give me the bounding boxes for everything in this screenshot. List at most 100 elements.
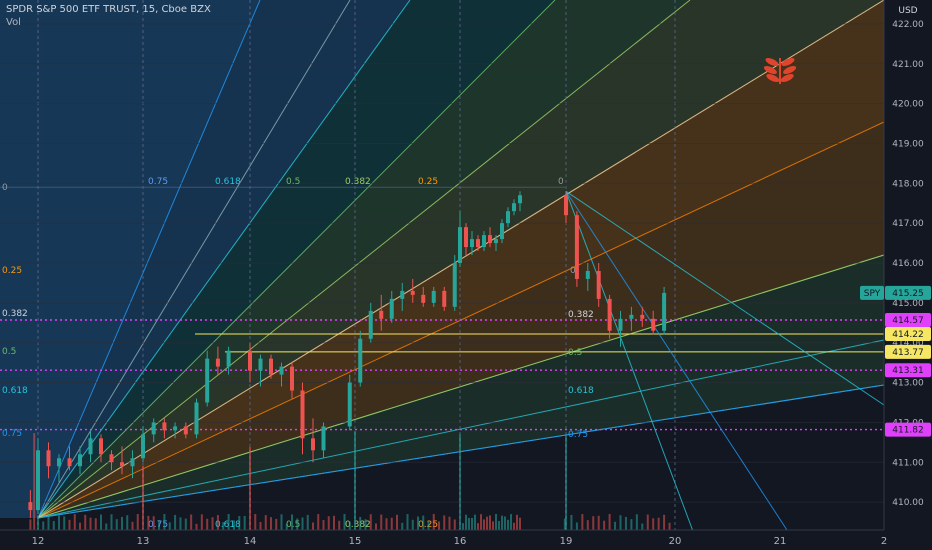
volume-bar <box>322 520 325 530</box>
candle-body <box>500 223 504 240</box>
volume-bar <box>498 521 500 530</box>
fan-label: 0.75 <box>148 177 168 187</box>
volume-bar <box>468 517 470 530</box>
candle-body <box>248 350 252 371</box>
volume-bar <box>486 516 488 530</box>
candle-body <box>464 227 468 248</box>
volume-bar <box>483 519 485 530</box>
left-fib-label: 0.75 <box>2 429 22 439</box>
x-tick-label: 20 <box>669 536 682 547</box>
y-tick-label: 418.00 <box>892 179 924 189</box>
volume-bar <box>195 523 198 530</box>
candle-body <box>618 318 623 331</box>
volume-bar <box>369 514 372 530</box>
volume-bar <box>33 433 36 530</box>
volume-bar <box>131 521 134 530</box>
volume-bar <box>406 514 409 530</box>
candle-body <box>662 292 667 331</box>
candle-body <box>258 358 263 371</box>
logo-icon <box>763 65 777 75</box>
candle-body <box>368 310 373 339</box>
volume-bar <box>614 521 617 530</box>
second-fan-label: 0.618 <box>568 386 594 396</box>
volume-bar <box>306 514 309 530</box>
x-tick-label: 12 <box>32 536 45 547</box>
volume-bar <box>126 515 129 530</box>
volume-bar <box>635 514 638 530</box>
candle-body <box>162 422 167 431</box>
volume-bar <box>581 514 584 530</box>
second-fan-line <box>565 191 801 550</box>
currency-label: USD <box>898 6 917 16</box>
candle-body <box>488 235 492 244</box>
second-fan-label: 0.5 <box>568 348 582 358</box>
candle-body <box>173 426 178 431</box>
y-tick-label: 421.00 <box>892 60 924 70</box>
volume-bar <box>291 514 293 530</box>
volume-bar <box>480 514 482 530</box>
volume-bar <box>163 514 166 530</box>
x-tick-label: 19 <box>560 536 573 547</box>
volume-bar <box>501 515 503 530</box>
price-tag <box>885 326 931 341</box>
candle-body <box>431 290 436 303</box>
volume-bar <box>174 514 177 530</box>
volume-bar <box>136 514 139 530</box>
x-tick-label: 21 <box>774 536 787 547</box>
fan-label: 0.75 <box>148 520 168 530</box>
price-tag-label: 414.22 <box>892 330 924 340</box>
volume-bar <box>333 515 335 530</box>
fan-label: 0.25 <box>418 177 438 187</box>
logo-icon <box>766 73 780 83</box>
candle-body <box>389 298 394 319</box>
volume-bar <box>343 514 346 530</box>
y-tick-label: 411.00 <box>892 458 924 468</box>
volume-bar <box>385 518 388 530</box>
volume-bar <box>422 515 425 530</box>
left-fib-label: 0.5 <box>2 347 16 357</box>
volume-bar <box>29 519 32 530</box>
volume-label: Vol <box>6 17 21 28</box>
candle-body <box>358 338 363 383</box>
volume-bar <box>668 522 671 530</box>
volume-bar <box>184 518 187 530</box>
volume-bar <box>227 514 230 530</box>
price-axis <box>884 0 932 550</box>
price-tag <box>885 312 931 327</box>
volume-bar <box>510 514 512 530</box>
volume-bar <box>68 519 71 530</box>
current-price-tag <box>885 285 931 300</box>
volume-bar <box>110 514 113 530</box>
volume-bar <box>327 516 330 530</box>
volume-bar <box>507 519 509 530</box>
volume-bar <box>168 522 171 530</box>
volume-bar <box>570 514 573 530</box>
volume-bar <box>513 522 515 530</box>
volume-bar <box>73 514 76 530</box>
volume-bar <box>243 515 246 530</box>
volume-bar <box>317 514 320 530</box>
volume-bar <box>624 516 627 530</box>
candle-body <box>629 314 634 319</box>
volume-bar <box>285 523 288 530</box>
fan-label: 0.618 <box>215 177 241 187</box>
chart-title: SPDR S&P 500 ETF TRUST, 15, Cboe BZX <box>6 4 211 15</box>
volume-bar <box>152 516 155 530</box>
current-symbol-tag <box>860 285 884 300</box>
time-axis <box>0 530 932 550</box>
volume-bar <box>364 519 367 530</box>
volume-bar <box>630 519 633 530</box>
candle-body <box>130 458 135 467</box>
volume-bar <box>448 516 451 530</box>
fan-line <box>37 0 691 519</box>
price-tag-label: 413.77 <box>892 348 924 358</box>
volume-bar <box>380 514 383 530</box>
volume-bar <box>652 518 655 530</box>
second-fan-label: 0 <box>570 266 576 276</box>
y-tick-label: 416.00 <box>892 259 924 269</box>
x-tick-label: 16 <box>454 536 467 547</box>
volume-bar <box>417 516 419 530</box>
candle-body <box>494 239 498 244</box>
candle-body <box>141 434 145 459</box>
